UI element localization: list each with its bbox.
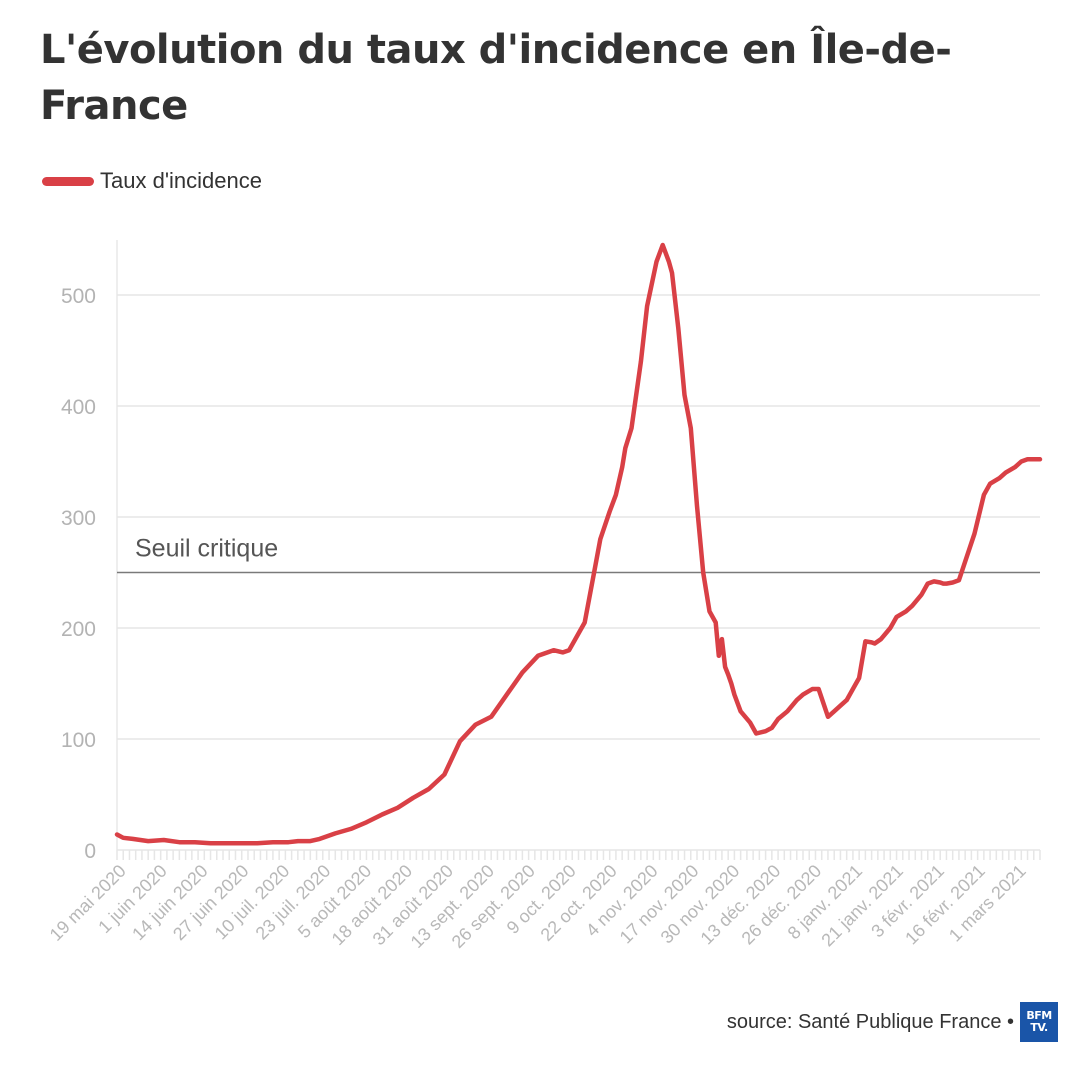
y-tick-label-0: 0 <box>84 840 96 863</box>
y-tick-label-100: 100 <box>61 729 96 752</box>
source-text: source: Santé Publique France • <box>726 1010 1014 1033</box>
y-tick-label-200: 200 <box>61 618 96 641</box>
legend-label: Taux d'incidence <box>100 168 262 193</box>
threshold-label: Seuil critique <box>135 535 278 563</box>
chart-title: L'évolution du taux d'incidence en Île-d… <box>40 27 952 129</box>
bfm-tv-logo: BFM TV. <box>1020 1002 1058 1042</box>
y-tick-label-400: 400 <box>61 396 96 419</box>
legend: Taux d'incidence <box>42 168 262 194</box>
y-tick-label-300: 300 <box>61 507 96 530</box>
bfm-logo-line2: TV. <box>1030 1021 1048 1034</box>
bfm-logo-line1: BFM <box>1026 1009 1052 1022</box>
series-line-incidence <box>114 242 1043 846</box>
y-tick-label-500: 500 <box>61 285 96 308</box>
legend-swatch <box>42 176 94 186</box>
footer: source: Santé Publique France • BFM TV. <box>727 1002 1058 1042</box>
